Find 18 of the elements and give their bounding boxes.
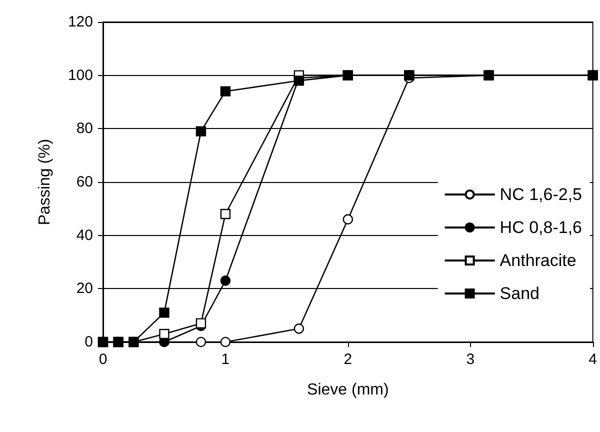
- legend-label: Sand: [500, 284, 540, 303]
- y-tick-label: 40: [76, 226, 93, 244]
- y-tick-label: 60: [76, 174, 93, 190]
- y-tick-label: 0: [84, 334, 93, 350]
- x-axis-title: Sieve (mm): [307, 382, 389, 398]
- legend-label: HC 0,8-1,6: [500, 218, 582, 237]
- y-axis-title: Passing (%): [36, 138, 54, 226]
- y-tick-label: 120: [68, 14, 93, 30]
- y-tick-label: 80: [76, 120, 93, 138]
- y-tick-label: 100: [68, 66, 93, 84]
- legend-label: NC 1,6-2,5: [500, 185, 582, 204]
- x-tick-label: 2: [344, 351, 352, 368]
- x-tick-label: 0: [98, 351, 108, 368]
- y-tick-label: 20: [76, 280, 93, 298]
- x-tick-label: 1: [221, 351, 230, 368]
- x-tick-label: 4: [588, 351, 597, 368]
- x-tick-label: 3: [466, 351, 475, 368]
- legend-label: Anthracite: [500, 251, 576, 270]
